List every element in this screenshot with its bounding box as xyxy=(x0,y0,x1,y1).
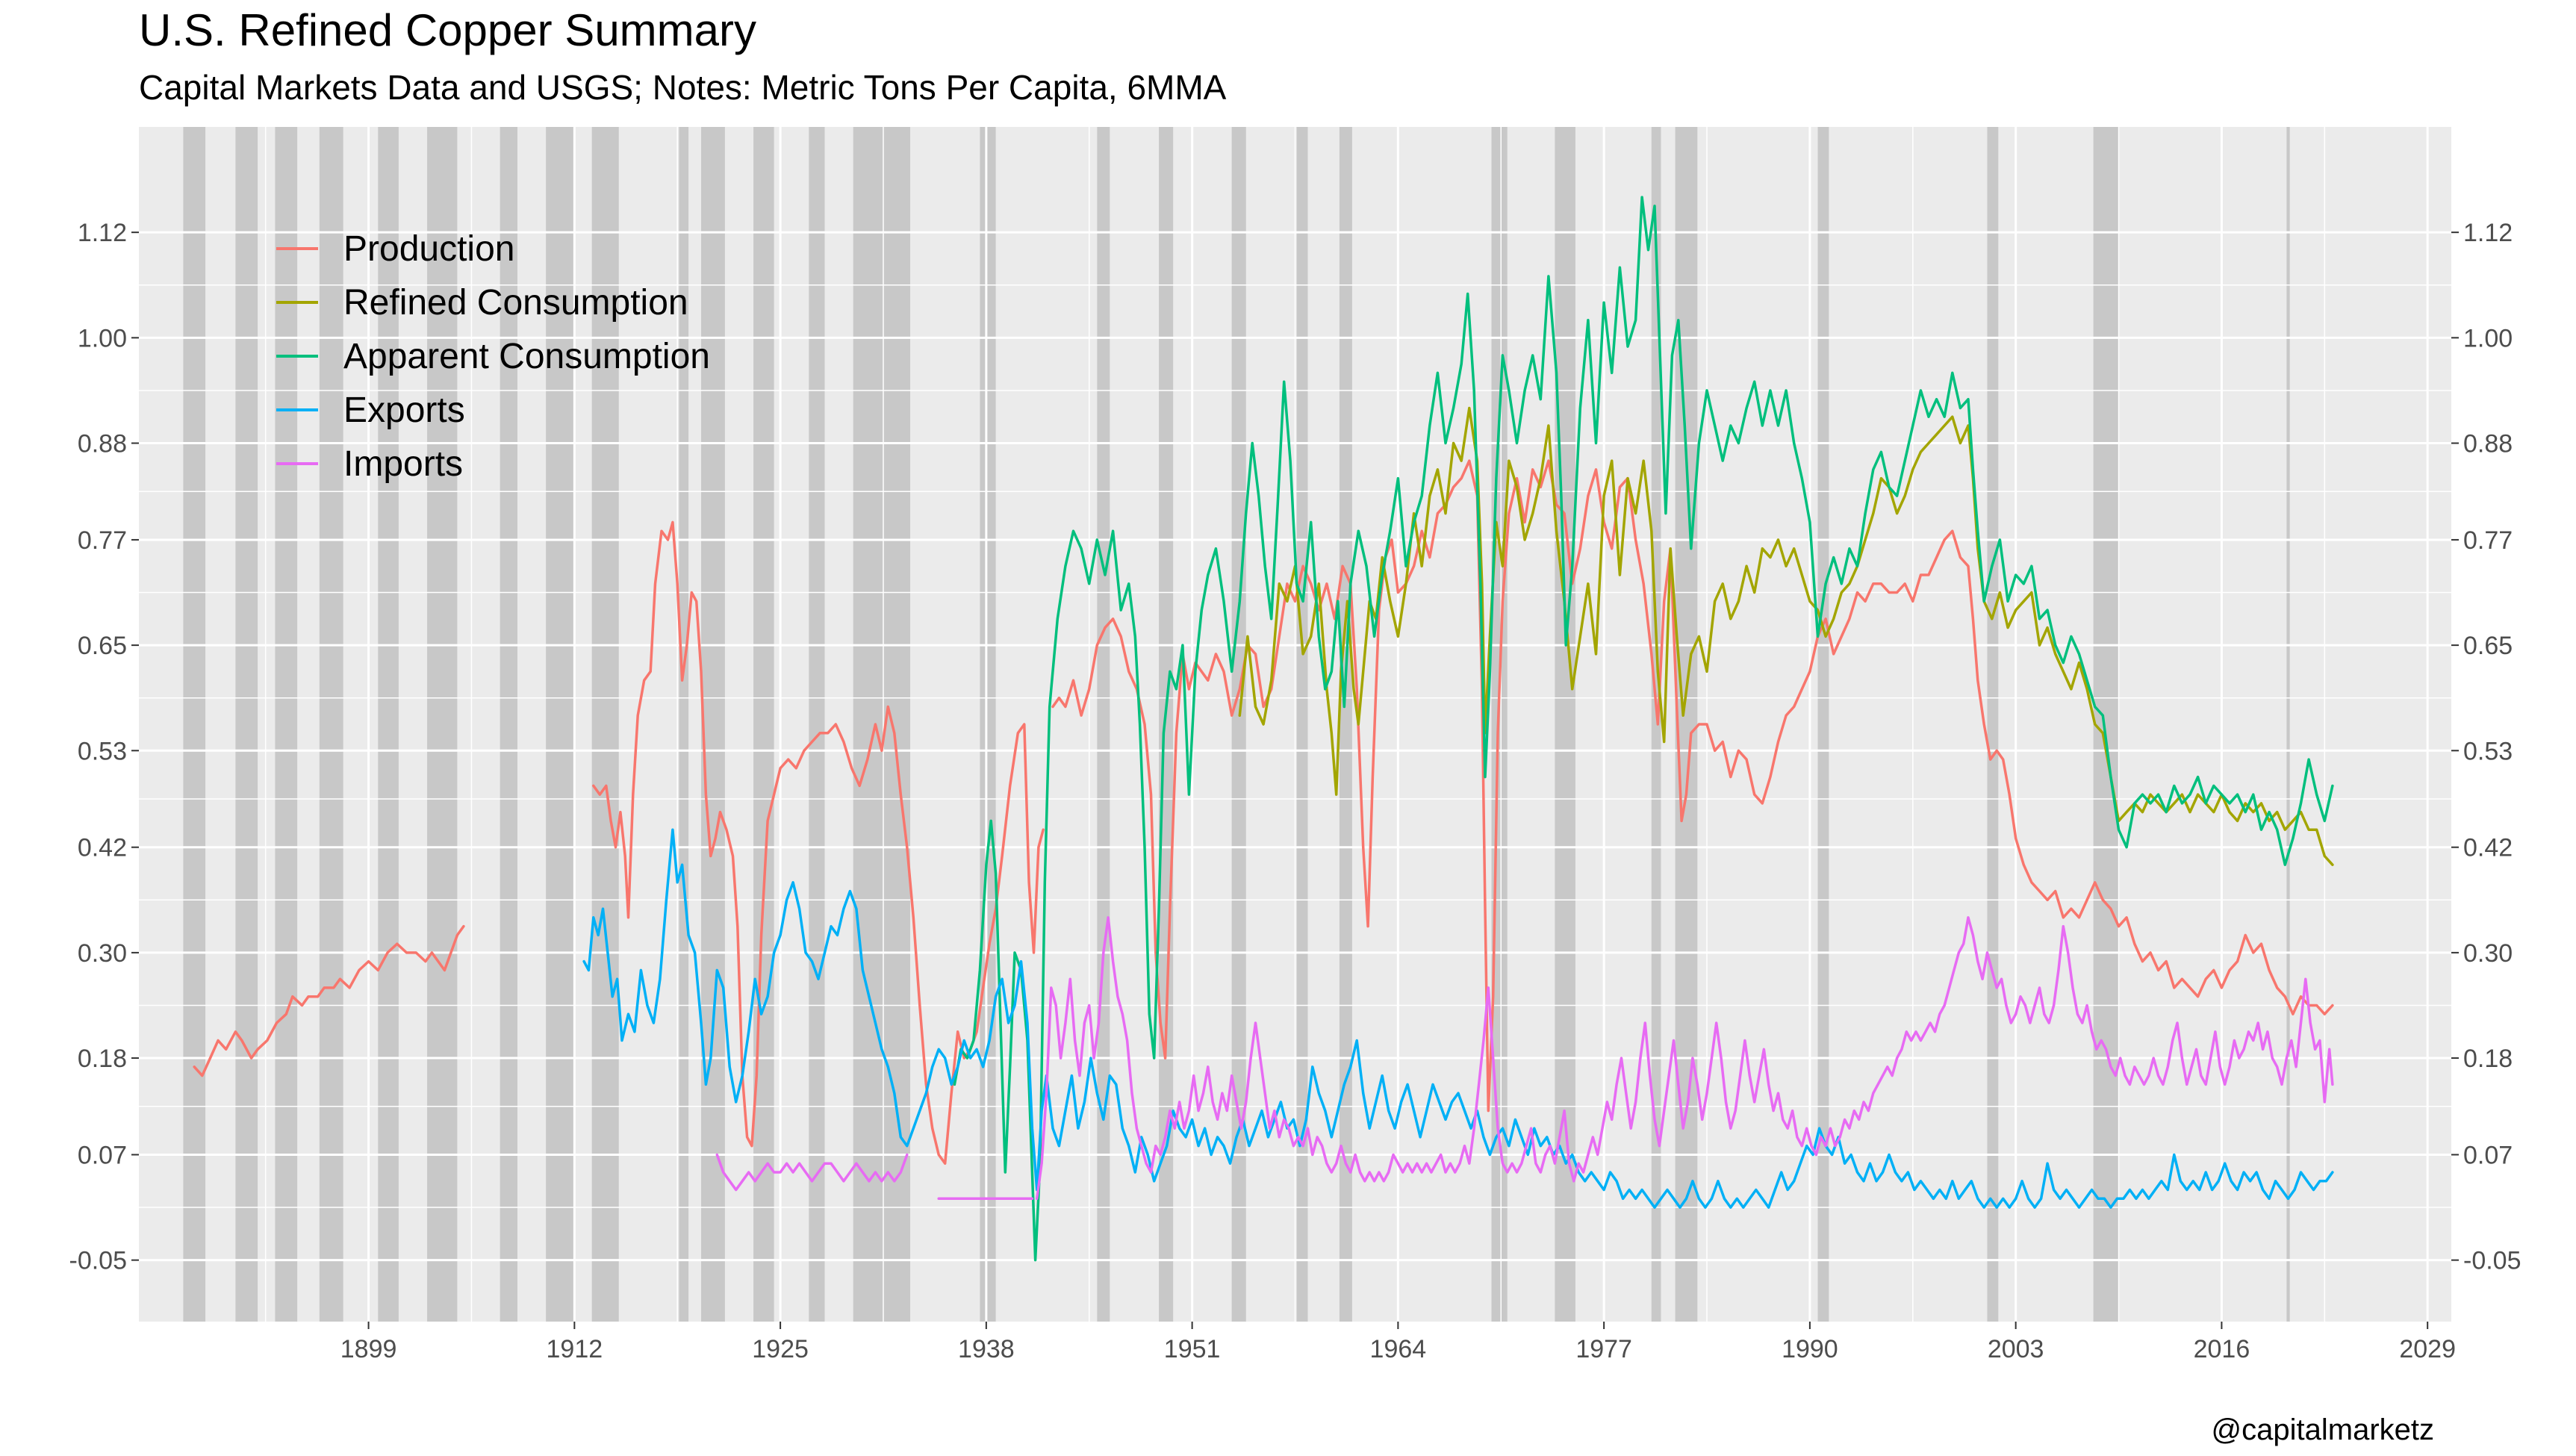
legend-label: Production xyxy=(343,229,514,269)
y-tick-label-left: 0.07 xyxy=(78,1141,127,1169)
y-tick-label-left: -0.05 xyxy=(69,1247,128,1275)
recession-band xyxy=(980,127,996,1322)
recession-band xyxy=(1817,127,1829,1322)
recession-band xyxy=(809,127,825,1322)
caption-handle: @capitalmarketz xyxy=(2211,1413,2434,1446)
recession-band xyxy=(427,127,458,1322)
recession-band xyxy=(853,127,911,1322)
y-tick-label-right: 0.07 xyxy=(2463,1141,2513,1169)
series-line-production xyxy=(592,520,1045,1165)
y-tick-label-left: 0.65 xyxy=(78,632,127,660)
y-tick-label-right: 1.00 xyxy=(2463,324,2513,352)
legend-label: Refined Consumption xyxy=(343,283,688,323)
x-axis: 1899 1912 1925 1938 1951 1964 1977 1990 2003 2016… xyxy=(340,1322,2456,1363)
legend: Production Refined Consumption Apparent Co… xyxy=(276,229,710,484)
y-tick-label-left: 0.53 xyxy=(78,737,127,765)
recession-band xyxy=(591,127,619,1322)
recession-band xyxy=(183,127,206,1322)
x-tick-label: 2003 xyxy=(1988,1335,2044,1363)
chart-title: U.S. Refined Copper Summary xyxy=(139,5,756,55)
y-tick-label-right: 0.77 xyxy=(2463,526,2513,555)
x-tick-label: 1912 xyxy=(547,1335,603,1363)
y-tick-label-left: 0.42 xyxy=(78,834,127,862)
x-tick-label: 1925 xyxy=(752,1335,809,1363)
recession-band xyxy=(1987,127,1999,1322)
series-line-refined-consumption xyxy=(1238,406,2334,866)
x-tick-label: 2029 xyxy=(2399,1335,2456,1363)
y-tick-label-left: 1.00 xyxy=(78,324,127,352)
x-tick-label: 2016 xyxy=(2194,1335,2250,1363)
y-axis-left: -0.05 0.07 0.18 0.30 0.42 0.53 0.65 0.77 0.88 1.0… xyxy=(69,219,139,1275)
x-tick-label: 1964 xyxy=(1370,1335,1427,1363)
y-tick-label-right: 0.88 xyxy=(2463,430,2513,458)
y-tick-label-left: 0.18 xyxy=(78,1045,127,1073)
recession-band xyxy=(1159,127,1174,1322)
y-tick-label-right: 1.12 xyxy=(2463,219,2513,247)
x-tick-label: 1977 xyxy=(1575,1335,1632,1363)
legend-label: Imports xyxy=(343,444,463,484)
series-line-exports xyxy=(582,828,2334,1209)
x-tick-label: 1938 xyxy=(958,1335,1015,1363)
y-tick-label-right: 0.42 xyxy=(2463,834,2513,862)
y-tick-label-left: 0.88 xyxy=(78,430,127,458)
recession-band xyxy=(2286,127,2290,1322)
recession-band xyxy=(1231,127,1246,1322)
recession-band xyxy=(275,127,298,1322)
y-tick-label-left: 1.12 xyxy=(78,219,127,247)
legend-label: Exports xyxy=(343,391,465,430)
y-tick-label-right: 0.65 xyxy=(2463,632,2513,660)
recession-band xyxy=(235,127,258,1322)
chart-subtitle: Capital Markets Data and USGS; Notes: Me… xyxy=(139,68,1227,107)
recession-band xyxy=(1651,127,1661,1322)
recession-band xyxy=(1097,127,1110,1322)
recession-band xyxy=(319,127,343,1322)
recession-band xyxy=(546,127,575,1322)
y-tick-label-right: 0.30 xyxy=(2463,939,2513,968)
recession-band xyxy=(378,127,399,1322)
y-tick-label-right: -0.05 xyxy=(2463,1247,2521,1275)
recession-band xyxy=(679,127,689,1322)
x-tick-label: 1990 xyxy=(1782,1335,1838,1363)
recession-band xyxy=(701,127,725,1322)
y-tick-label-left: 0.77 xyxy=(78,526,127,555)
recession-band xyxy=(1339,127,1352,1322)
series-line-apparent-consumption xyxy=(953,196,2334,1262)
recession-shading xyxy=(183,127,2290,1322)
series-line-imports xyxy=(715,1153,909,1192)
legend-label: Apparent Consumption xyxy=(343,337,710,376)
x-tick-label: 1951 xyxy=(1164,1335,1221,1363)
recession-band xyxy=(753,127,774,1322)
series-line-production xyxy=(193,924,465,1077)
series-lines xyxy=(193,196,2334,1262)
y-axis-right: -0.05 0.07 0.18 0.30 0.42 0.53 0.65 0.77 0.88 1.0… xyxy=(2451,219,2521,1275)
y-tick-label-left: 0.30 xyxy=(78,939,127,968)
y-tick-label-right: 0.18 xyxy=(2463,1045,2513,1073)
series-line-imports xyxy=(1035,916,2334,1201)
x-tick-label: 1899 xyxy=(340,1335,397,1363)
recession-band xyxy=(2093,127,2119,1322)
recession-band xyxy=(500,127,517,1322)
y-tick-label-right: 0.53 xyxy=(2463,737,2513,765)
recession-band xyxy=(1296,127,1308,1322)
